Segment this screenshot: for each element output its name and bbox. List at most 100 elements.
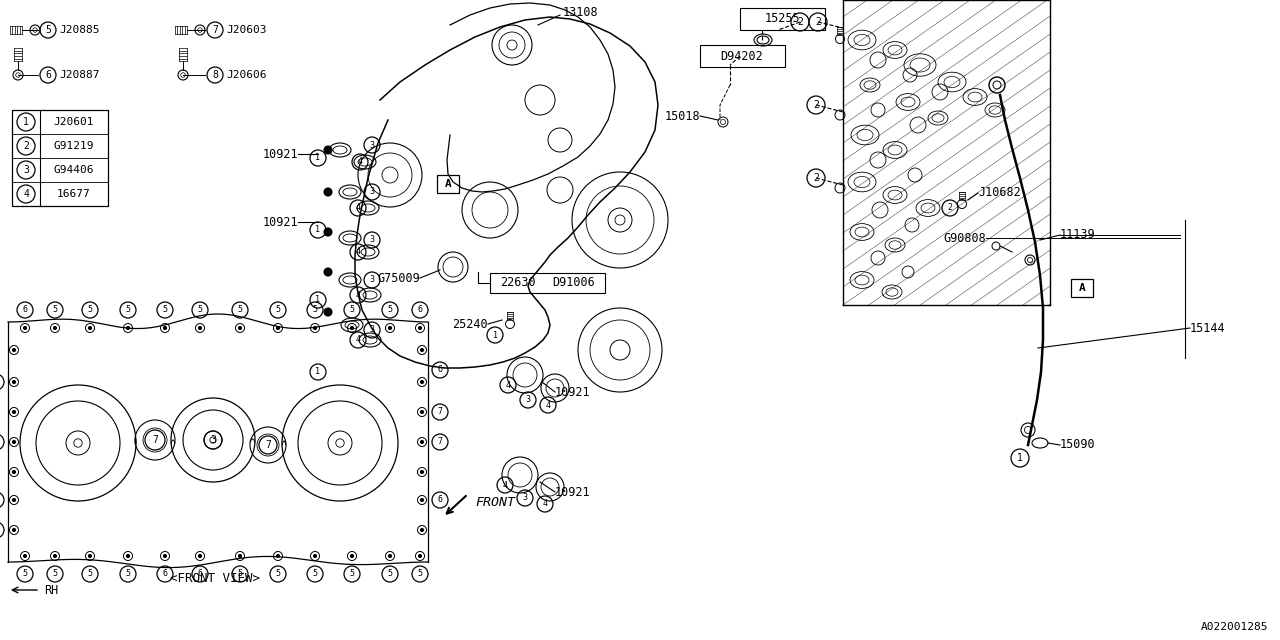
Circle shape <box>276 326 279 330</box>
Circle shape <box>324 268 332 276</box>
Text: 6: 6 <box>163 570 168 579</box>
Circle shape <box>351 326 353 330</box>
Text: D94202: D94202 <box>719 49 763 63</box>
Text: A022001285: A022001285 <box>1201 622 1268 632</box>
Text: 5: 5 <box>197 305 202 314</box>
Text: 2: 2 <box>23 141 29 151</box>
Text: 6: 6 <box>417 305 422 314</box>
Circle shape <box>164 554 166 557</box>
Circle shape <box>54 554 56 557</box>
Text: A: A <box>1079 283 1085 293</box>
Text: 5: 5 <box>349 305 355 314</box>
Text: 4: 4 <box>357 157 362 166</box>
Text: 15255: 15255 <box>764 13 800 26</box>
Circle shape <box>276 554 279 557</box>
Text: 3: 3 <box>210 435 216 445</box>
Text: 3: 3 <box>522 493 527 502</box>
Text: 6: 6 <box>45 70 51 80</box>
Text: 16677: 16677 <box>58 189 91 199</box>
Text: J20601: J20601 <box>54 117 95 127</box>
Text: 4: 4 <box>506 381 511 390</box>
Text: 4: 4 <box>503 481 507 490</box>
Circle shape <box>421 349 424 351</box>
Text: 4: 4 <box>356 335 361 344</box>
Text: <FRONT VIEW>: <FRONT VIEW> <box>170 572 260 584</box>
Circle shape <box>314 326 316 330</box>
Text: J20603: J20603 <box>227 25 266 35</box>
Text: 5: 5 <box>238 570 242 579</box>
Text: 7: 7 <box>152 435 157 445</box>
Circle shape <box>421 440 424 444</box>
Circle shape <box>54 326 56 330</box>
Text: 4: 4 <box>356 248 361 257</box>
Text: 5: 5 <box>312 305 317 314</box>
Text: 1: 1 <box>493 330 498 339</box>
Circle shape <box>324 146 332 154</box>
Text: 15144: 15144 <box>1190 321 1226 335</box>
Circle shape <box>419 554 421 557</box>
Circle shape <box>23 326 27 330</box>
Circle shape <box>13 440 15 444</box>
Circle shape <box>238 554 242 557</box>
Circle shape <box>13 381 15 383</box>
Text: 2: 2 <box>815 17 820 27</box>
Text: 2: 2 <box>947 204 952 212</box>
Text: G75009: G75009 <box>378 271 420 285</box>
Text: 5: 5 <box>275 570 280 579</box>
Text: 5: 5 <box>125 570 131 579</box>
Circle shape <box>13 529 15 531</box>
Circle shape <box>164 326 166 330</box>
Text: 7: 7 <box>212 25 218 35</box>
Text: 8: 8 <box>212 70 218 80</box>
Bar <box>490 273 605 293</box>
Text: 5: 5 <box>388 305 393 314</box>
Bar <box>12 110 108 206</box>
Text: G91219: G91219 <box>54 141 95 151</box>
Text: 6: 6 <box>23 305 27 314</box>
Text: A: A <box>444 179 452 189</box>
Text: 1: 1 <box>315 225 320 234</box>
Text: 3: 3 <box>370 326 375 335</box>
Text: 5: 5 <box>312 570 317 579</box>
Circle shape <box>127 554 129 557</box>
Text: 4: 4 <box>545 401 550 410</box>
Text: 5: 5 <box>275 305 280 314</box>
Text: 3: 3 <box>370 236 375 244</box>
Circle shape <box>421 529 424 531</box>
Text: 5: 5 <box>417 570 422 579</box>
Circle shape <box>13 410 15 413</box>
Text: 1: 1 <box>23 117 29 127</box>
Text: 1: 1 <box>315 296 320 305</box>
Text: 5: 5 <box>87 570 92 579</box>
Text: RH: RH <box>44 584 59 596</box>
Text: G90808: G90808 <box>943 232 986 244</box>
Text: J20885: J20885 <box>59 25 100 35</box>
Circle shape <box>419 326 421 330</box>
Text: G94406: G94406 <box>54 165 95 175</box>
Text: 5: 5 <box>125 305 131 314</box>
Text: 1: 1 <box>315 367 320 376</box>
Circle shape <box>421 470 424 474</box>
Text: 1: 1 <box>315 154 320 163</box>
Text: 5: 5 <box>238 305 242 314</box>
Text: 5: 5 <box>388 570 393 579</box>
Circle shape <box>324 228 332 236</box>
Text: 2: 2 <box>797 17 803 27</box>
Text: D91006: D91006 <box>552 276 595 289</box>
Circle shape <box>198 554 201 557</box>
Text: 22630: 22630 <box>500 276 535 289</box>
Text: J20887: J20887 <box>59 70 100 80</box>
Text: 25240: 25240 <box>452 317 488 330</box>
Circle shape <box>127 326 129 330</box>
Circle shape <box>13 499 15 502</box>
Text: 6: 6 <box>438 365 443 374</box>
Text: 6: 6 <box>438 495 443 504</box>
Text: 4: 4 <box>356 291 361 300</box>
Text: 4: 4 <box>356 204 361 212</box>
Circle shape <box>389 326 392 330</box>
Text: FRONT: FRONT <box>475 495 515 509</box>
Text: 13108: 13108 <box>563 6 599 19</box>
Text: 2: 2 <box>813 100 819 110</box>
Text: J10682: J10682 <box>978 186 1020 200</box>
Circle shape <box>421 381 424 383</box>
